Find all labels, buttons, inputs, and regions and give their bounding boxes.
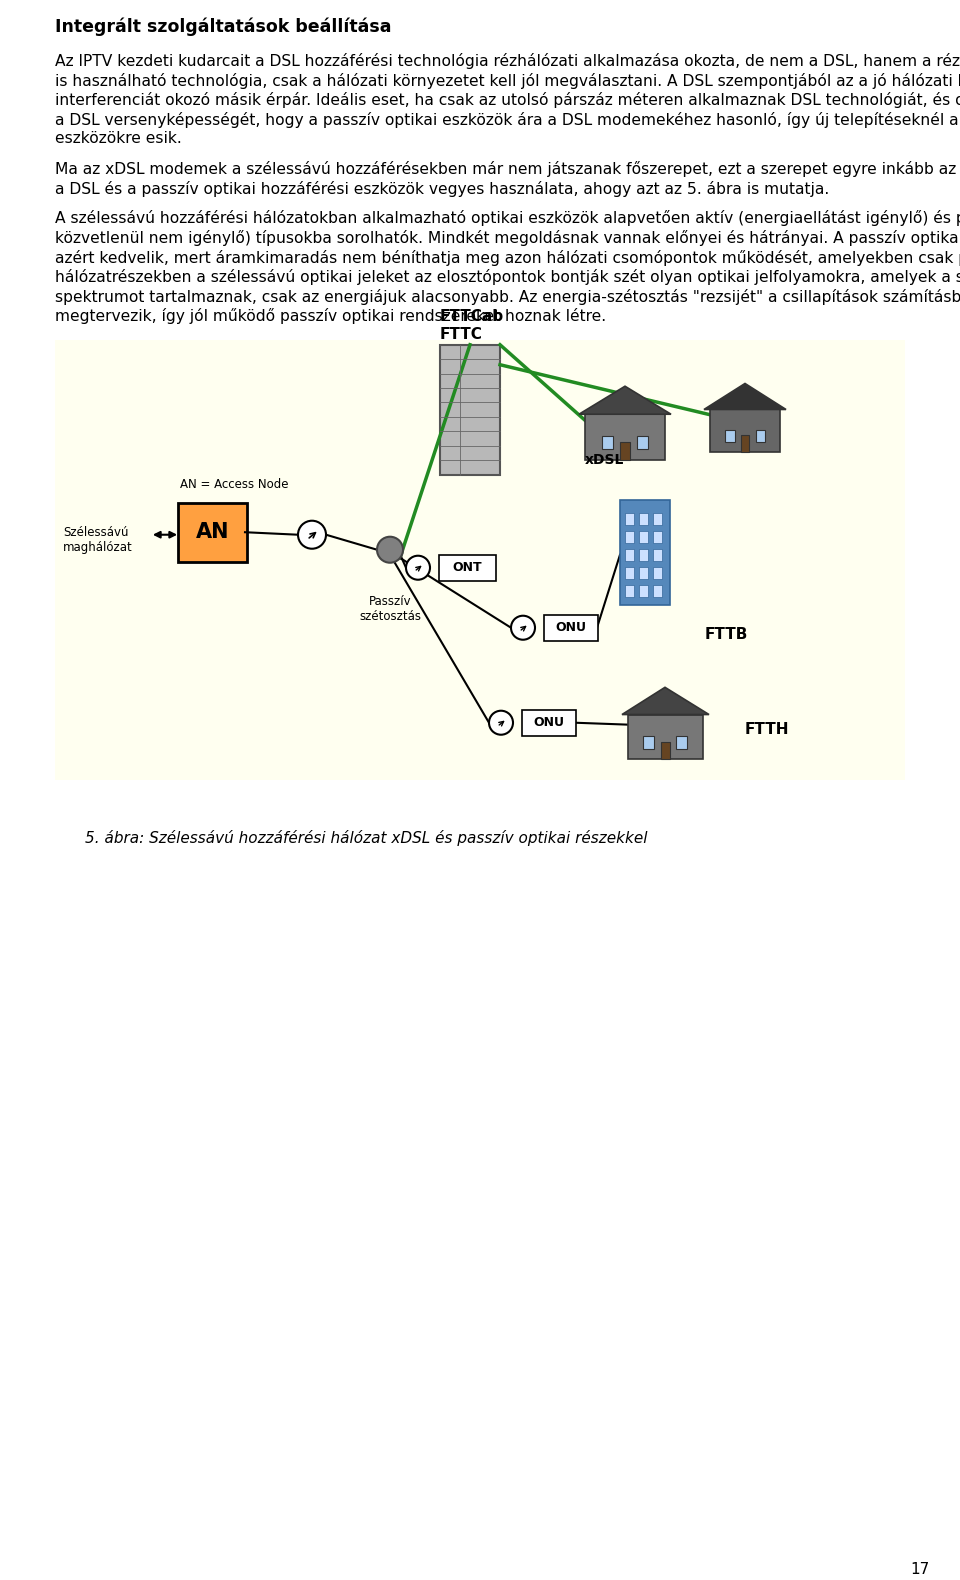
FancyBboxPatch shape <box>55 340 905 779</box>
Text: eszközökre esik.: eszközökre esik. <box>55 131 181 147</box>
Text: Integrált szolgáltatások beállítása: Integrált szolgáltatások beállítása <box>55 17 392 36</box>
FancyBboxPatch shape <box>639 531 648 542</box>
FancyBboxPatch shape <box>625 548 634 561</box>
Text: 17: 17 <box>911 1563 930 1577</box>
Text: Az IPTV kezdeti kudarcait a DSL hozzáférési technológia rézhálózati alkalmazása : Az IPTV kezdeti kudarcait a DSL hozzáfér… <box>55 54 960 70</box>
FancyBboxPatch shape <box>440 344 500 474</box>
Circle shape <box>489 711 513 735</box>
Text: ONU: ONU <box>534 716 564 730</box>
Text: xDSL: xDSL <box>585 453 624 466</box>
Text: 5. ábra: Szélessávú hozzáférési hálózat xDSL és passzív optikai részekkel: 5. ábra: Szélessávú hozzáférési hálózat … <box>85 830 647 845</box>
FancyBboxPatch shape <box>625 514 634 525</box>
Circle shape <box>377 537 403 562</box>
Text: AN = Access Node: AN = Access Node <box>180 479 289 491</box>
FancyBboxPatch shape <box>676 736 686 749</box>
Text: Ma az xDSL modemek a szélessávú hozzáférésekben már nem játszanak főszerepet, ez: Ma az xDSL modemek a szélessávú hozzáfér… <box>55 161 960 177</box>
FancyBboxPatch shape <box>653 567 662 578</box>
Text: FTTCab: FTTCab <box>440 310 504 324</box>
FancyBboxPatch shape <box>725 430 734 442</box>
Text: FTTH: FTTH <box>745 722 789 738</box>
Text: Szélessávú
maghálózat: Szélessávú maghálózat <box>63 526 132 553</box>
FancyBboxPatch shape <box>741 436 749 452</box>
Text: interferenciát okozó másik érpár. Ideális eset, ha csak az utolsó párszáz métere: interferenciát okozó másik érpár. Ideáli… <box>55 92 960 107</box>
FancyBboxPatch shape <box>653 585 662 597</box>
FancyBboxPatch shape <box>637 436 648 449</box>
FancyBboxPatch shape <box>653 531 662 542</box>
Text: A szélessávú hozzáférési hálózatokban alkalmazható optikai eszközök alapvetően a: A szélessávú hozzáférési hálózatokban al… <box>55 210 960 226</box>
FancyBboxPatch shape <box>178 502 247 562</box>
FancyBboxPatch shape <box>653 548 662 561</box>
FancyBboxPatch shape <box>620 442 630 460</box>
FancyBboxPatch shape <box>628 714 703 758</box>
Polygon shape <box>579 386 671 414</box>
FancyBboxPatch shape <box>620 499 670 605</box>
Text: Passzív
szétosztás: Passzív szétosztás <box>359 594 421 623</box>
FancyBboxPatch shape <box>625 531 634 542</box>
FancyBboxPatch shape <box>639 567 648 578</box>
Text: AN: AN <box>196 523 229 542</box>
Text: ONU: ONU <box>556 621 587 634</box>
Text: FTTB: FTTB <box>705 627 749 641</box>
Text: a DSL és a passzív optikai hozzáférési eszközök vegyes használata, ahogy azt az : a DSL és a passzív optikai hozzáférési e… <box>55 180 829 196</box>
Text: megtervezik, így jól működő passzív optikai rendszereket hoznak létre.: megtervezik, így jól működő passzív opti… <box>55 308 606 324</box>
FancyBboxPatch shape <box>639 585 648 597</box>
FancyBboxPatch shape <box>660 741 669 758</box>
Circle shape <box>298 521 326 548</box>
FancyBboxPatch shape <box>756 430 765 442</box>
Text: is használható technológia, csak a hálózati környezetet kell jól megválasztani. : is használható technológia, csak a hálóz… <box>55 73 960 88</box>
Text: azért kedvelik, mert áramkimaradás nem béníthatja meg azon hálózati csomópontok : azért kedvelik, mert áramkimaradás nem b… <box>55 250 960 265</box>
FancyBboxPatch shape <box>522 709 576 736</box>
Polygon shape <box>622 687 709 714</box>
Text: ONT: ONT <box>453 561 482 574</box>
Text: hálózatrészekben a szélessávú optikai jeleket az elosztópontok bontják szét olya: hálózatrészekben a szélessávú optikai je… <box>55 269 960 284</box>
Text: FTTC: FTTC <box>440 327 483 343</box>
FancyBboxPatch shape <box>639 548 648 561</box>
FancyBboxPatch shape <box>643 736 654 749</box>
FancyBboxPatch shape <box>653 514 662 525</box>
Circle shape <box>406 556 430 580</box>
Text: közvetlenül nem igénylő) típusokba sorolhatók. Mindkét megoldásnak vannak előnye: közvetlenül nem igénylő) típusokba sorol… <box>55 231 960 246</box>
FancyBboxPatch shape <box>602 436 613 449</box>
Text: a DSL versenyképességét, hogy a passzív optikai eszközök ára a DSL modemekéhez h: a DSL versenyképességét, hogy a passzív … <box>55 112 960 128</box>
FancyBboxPatch shape <box>710 409 780 452</box>
Polygon shape <box>704 384 786 409</box>
FancyBboxPatch shape <box>544 615 598 641</box>
Circle shape <box>511 616 535 640</box>
FancyBboxPatch shape <box>625 567 634 578</box>
FancyBboxPatch shape <box>625 585 634 597</box>
FancyBboxPatch shape <box>639 514 648 525</box>
FancyBboxPatch shape <box>439 555 496 581</box>
Text: spektrumot tartalmaznak, csak az energiájuk alacsonyabb. Az energia-szétosztás ": spektrumot tartalmaznak, csak az energiá… <box>55 289 960 305</box>
FancyBboxPatch shape <box>585 414 665 460</box>
